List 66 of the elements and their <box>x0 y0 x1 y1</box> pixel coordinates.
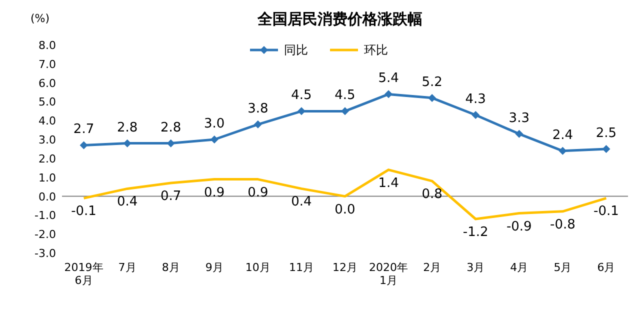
y-tick-label: 3.0 <box>38 134 56 147</box>
y-axis-title: (%) <box>30 12 50 25</box>
x-tick-label: 8月 <box>162 261 180 274</box>
x-tick-label: 2月 <box>423 261 442 274</box>
data-label: 2.4 <box>552 128 574 143</box>
data-label: 4.3 <box>465 92 486 107</box>
y-tick-label: 4.0 <box>38 114 56 128</box>
x-tick-label: 2019年 6月 <box>64 261 104 288</box>
legend-label: 环比 <box>364 43 388 57</box>
data-label: -0.1 <box>71 204 96 220</box>
point <box>515 130 524 138</box>
x-tick-label: 3月 <box>466 261 485 274</box>
point <box>602 145 610 153</box>
y-tick-label: -3.0 <box>34 247 56 260</box>
data-label: 0.9 <box>248 185 268 200</box>
data-label: 3.0 <box>204 116 225 132</box>
point <box>80 141 88 150</box>
x-tick-label: 2020年 1月 <box>369 261 408 288</box>
data-label: 4.5 <box>334 88 356 104</box>
data-label: 0.9 <box>204 185 225 200</box>
data-label: 0.8 <box>422 187 442 202</box>
point <box>384 90 393 98</box>
x-tick-label: 11月 <box>288 261 314 274</box>
data-label: 5.4 <box>378 71 399 86</box>
data-label: 2.5 <box>596 126 617 141</box>
chart-title: 全国居民消费价格涨跌幅 <box>256 10 422 28</box>
data-label: 2.8 <box>116 120 138 136</box>
data-label: 0.0 <box>334 202 356 218</box>
data-label: -0.1 <box>594 204 619 220</box>
y-tick-label: 2.0 <box>38 152 56 166</box>
x-tick-label: 12月 <box>332 261 358 274</box>
point <box>254 120 262 128</box>
data-label: 2.7 <box>73 122 94 138</box>
x-tick-label: 6月 <box>597 261 616 274</box>
data-label: 0.4 <box>116 194 138 210</box>
point <box>210 136 218 144</box>
x-tick-label: 7月 <box>118 261 136 274</box>
data-label: 3.8 <box>248 101 268 116</box>
data-label: 0.4 <box>291 194 312 210</box>
point <box>123 139 132 148</box>
data-label: 0.7 <box>160 189 182 204</box>
legend-label: 同比 <box>284 43 308 57</box>
x-tick-label: 10月 <box>245 261 270 274</box>
y-tick-label: 8.0 <box>38 39 56 52</box>
data-label: -1.2 <box>462 224 488 240</box>
y-tick-label: -1.0 <box>34 209 56 222</box>
point <box>341 107 349 116</box>
point <box>472 110 480 119</box>
x-tick-label: 9月 <box>205 261 224 274</box>
y-tick-label: -2.0 <box>34 228 56 242</box>
y-tick-label: 7.0 <box>38 58 56 71</box>
data-label: -0.8 <box>550 217 576 232</box>
x-tick-label: 5月 <box>554 261 572 274</box>
data-label: 2.8 <box>160 120 182 136</box>
data-label: 5.2 <box>422 74 442 90</box>
x-tick-label: 4月 <box>510 261 528 274</box>
y-tick-label: 0.0 <box>38 190 56 204</box>
point <box>297 107 306 116</box>
data-label: -0.9 <box>506 219 532 234</box>
data-label: 4.5 <box>291 88 312 104</box>
y-tick-label: 1.0 <box>38 171 56 184</box>
data-label: 1.4 <box>378 176 399 191</box>
y-tick-label: 6.0 <box>38 76 56 90</box>
data-label: 3.3 <box>508 110 530 126</box>
y-tick-label: 5.0 <box>38 96 56 109</box>
point <box>428 94 436 102</box>
